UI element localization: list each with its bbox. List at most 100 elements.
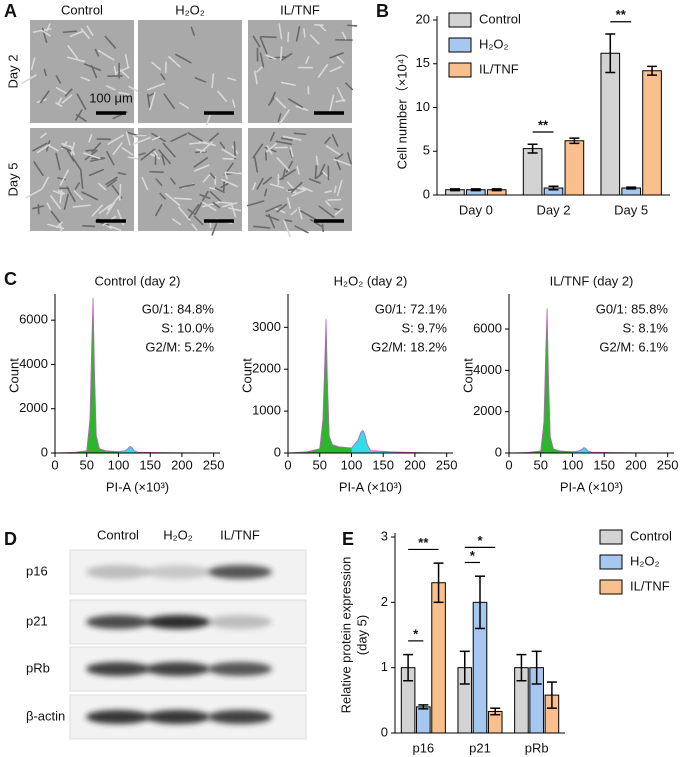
y-tick-label: 4000	[19, 356, 48, 371]
bar	[431, 582, 446, 734]
cell	[335, 153, 344, 160]
x-axis-label: PI-A (×10³)	[106, 479, 169, 494]
legend-swatch	[448, 37, 472, 53]
cell	[331, 133, 339, 147]
legend-label: Control	[479, 11, 521, 26]
cell	[347, 152, 352, 165]
cell	[64, 88, 73, 97]
cell	[336, 55, 345, 64]
legend-label: IL/TNF	[479, 61, 519, 76]
y-axis-label: Cell number（×10⁴）	[394, 46, 409, 170]
cell	[252, 35, 261, 48]
bar	[642, 70, 662, 196]
cell	[217, 201, 233, 205]
cell	[290, 181, 303, 193]
cell	[132, 134, 147, 137]
legend-swatch	[599, 554, 623, 570]
cell	[148, 152, 161, 160]
band	[208, 565, 272, 579]
cell	[57, 190, 66, 195]
protein-label: p21	[26, 613, 48, 628]
cell	[121, 147, 134, 156]
cell	[21, 74, 37, 84]
legend-swatch	[599, 529, 623, 545]
band	[208, 615, 272, 629]
cell	[341, 31, 347, 40]
cell	[80, 28, 90, 39]
y-tick-label: 20	[416, 11, 430, 26]
cell	[282, 135, 302, 141]
cell	[194, 77, 207, 83]
cell	[61, 146, 72, 152]
cell	[264, 188, 268, 197]
cell	[69, 30, 84, 38]
cell	[217, 90, 228, 102]
cell	[40, 132, 47, 139]
cell	[195, 148, 206, 152]
cell	[155, 178, 163, 187]
x-tick-label: 250	[203, 457, 225, 472]
cell	[309, 218, 323, 228]
cell	[309, 34, 320, 45]
cell	[55, 87, 69, 95]
cell	[46, 202, 52, 210]
legend-label: H₂O₂	[630, 553, 660, 568]
cell	[276, 203, 288, 213]
x-tick-label: p16	[412, 740, 434, 755]
cell	[149, 91, 156, 111]
histogram-area	[508, 308, 573, 454]
cell	[298, 206, 303, 220]
cell	[61, 94, 73, 104]
cell	[233, 141, 237, 160]
cell	[178, 183, 195, 189]
cell	[49, 145, 59, 152]
cell	[274, 207, 286, 214]
cell	[201, 201, 221, 208]
y-tick-label: 0	[381, 724, 388, 739]
cell	[62, 30, 78, 34]
panel-letter: D	[4, 529, 17, 549]
band	[146, 662, 210, 676]
x-tick-label: 50	[312, 457, 326, 472]
protein-label: pRb	[26, 660, 50, 675]
legend-label: Control	[630, 528, 672, 543]
cell	[259, 36, 268, 55]
cell	[211, 223, 218, 236]
cell	[294, 225, 309, 234]
cell	[33, 161, 44, 177]
cell	[59, 222, 63, 233]
cell	[162, 142, 176, 158]
y-tick-label: 3	[381, 528, 388, 543]
cell	[160, 73, 166, 81]
legend-label: H₂O₂	[479, 36, 509, 51]
phase-stat: G0/1: 84.8%	[142, 301, 215, 316]
cell	[66, 186, 76, 203]
legend-label: IL/TNF	[630, 578, 670, 593]
cell	[325, 200, 331, 207]
micrograph	[30, 20, 134, 123]
cell	[194, 202, 202, 216]
y-tick-label: 1	[381, 659, 388, 674]
y-tick-label: 6000	[19, 312, 48, 327]
y-tick-label: 3000	[252, 319, 281, 334]
cell	[293, 132, 307, 136]
cell	[55, 102, 63, 107]
cell	[141, 176, 149, 191]
cell	[276, 156, 290, 171]
cell	[282, 168, 286, 180]
cell	[88, 168, 105, 177]
panel-letter: C	[4, 269, 17, 289]
cell	[334, 208, 343, 216]
cell	[57, 97, 63, 106]
cell	[256, 66, 263, 73]
x-tick-label: p21	[469, 740, 491, 755]
cell	[336, 179, 343, 197]
cell	[170, 177, 176, 185]
cell	[70, 142, 76, 158]
cell	[85, 149, 96, 152]
x-tick-label: 0	[284, 457, 291, 472]
cell	[39, 90, 50, 104]
x-axis-label: PI-A (×10³)	[339, 479, 402, 494]
cell	[158, 149, 171, 165]
histogram-area	[54, 297, 119, 454]
